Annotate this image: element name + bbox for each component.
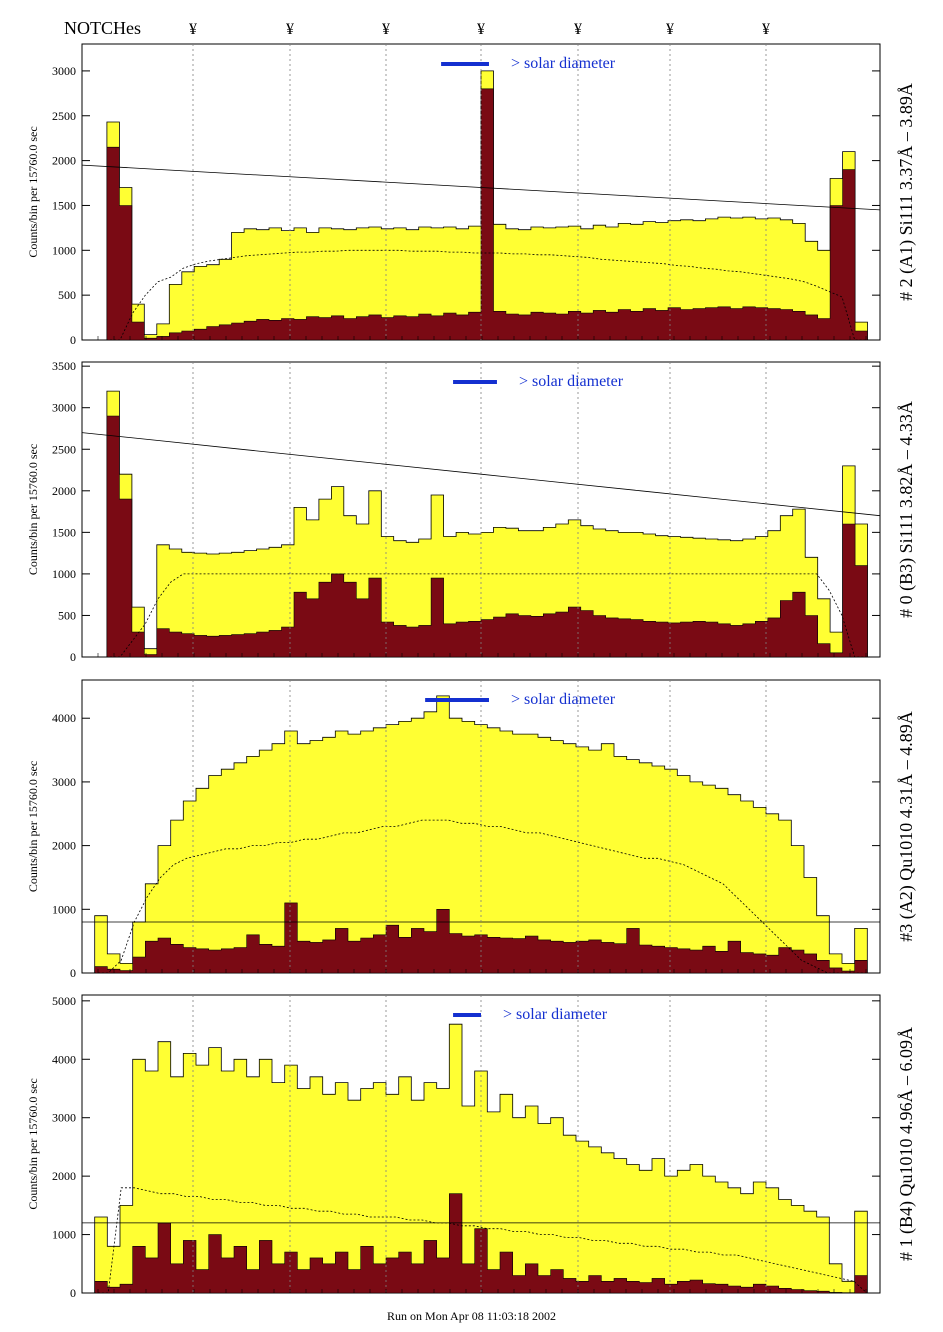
notch-symbol-1: ¥ <box>189 21 197 38</box>
series-trend-line-1 <box>81 164 881 211</box>
solar-diameter-label-3: > solar diameter <box>511 691 616 708</box>
series-model-dotted-4 <box>82 1187 880 1294</box>
y-tick-label-1-2: 500 <box>58 288 76 302</box>
y-axis-label-3: Counts/bin per 15760.0 sec <box>26 761 40 892</box>
y-axis-label-2: Counts/bin per 15760.0 sec <box>26 444 40 575</box>
notches-label: NOTCHes <box>64 18 141 38</box>
panel-label-4: # 1 (B4) Qu1010 4.96Å – 6.09Å <box>896 1027 917 1261</box>
series-model-dotted-1 <box>82 249 880 341</box>
y-tick-label-2-7: 3000 <box>52 401 76 415</box>
y-tick-label-4-2: 1000 <box>52 1228 76 1242</box>
panel-label-1: # 2 (A1) Si111 3.37Å – 3.89Å <box>896 83 917 301</box>
y-tick-label-2-8: 3500 <box>52 359 76 373</box>
solar-diameter-label-1: > solar diameter <box>511 55 616 72</box>
notch-symbol-5: ¥ <box>574 21 582 38</box>
panel-label-3: #3 (A2) Qu1010 4.31Å – 4.89Å <box>896 711 917 941</box>
y-tick-label-1-5: 2000 <box>52 154 76 168</box>
y-tick-label-3-3: 2000 <box>52 839 76 853</box>
y-tick-label-2-5: 2000 <box>52 484 76 498</box>
y-axis-label-1: Counts/bin per 15760.0 sec <box>26 126 40 257</box>
solar-diameter-label-4: > solar diameter <box>503 1006 608 1023</box>
y-tick-label-2-1: 0 <box>70 650 76 664</box>
y-tick-label-3-2: 1000 <box>52 902 76 916</box>
series-low-counts-4 <box>82 1193 880 1294</box>
y-tick-label-2-2: 500 <box>58 608 76 622</box>
y-tick-label-1-1: 0 <box>70 333 76 347</box>
panel-label-2: # 0 (B3) Si111 3.82Å – 4.33Å <box>896 401 917 618</box>
series-total-counts-3 <box>82 695 880 974</box>
y-tick-label-1-7: 3000 <box>52 64 76 78</box>
y-tick-label-4-6: 5000 <box>52 994 76 1008</box>
series-model-dotted-3 <box>82 819 880 974</box>
y-tick-label-3-4: 3000 <box>52 775 76 789</box>
notch-symbol-7: ¥ <box>762 21 770 38</box>
y-tick-label-4-4: 3000 <box>52 1111 76 1125</box>
y-tick-label-3-5: 4000 <box>52 711 76 725</box>
notch-symbol-3: ¥ <box>382 21 390 38</box>
notch-symbol-2: ¥ <box>286 21 294 38</box>
notch-symbol-6: ¥ <box>666 21 674 38</box>
series-low-counts-3 <box>82 902 880 974</box>
y-tick-label-2-4: 1500 <box>52 525 76 539</box>
series-trend-line-2 <box>81 432 881 517</box>
series-low-counts-2 <box>82 415 880 658</box>
y-axis-label-4: Counts/bin per 15760.0 sec <box>26 1078 40 1209</box>
y-tick-label-1-3: 1000 <box>52 243 76 257</box>
y-tick-label-4-1: 0 <box>70 1286 76 1300</box>
y-tick-label-4-5: 4000 <box>52 1052 76 1066</box>
y-tick-label-2-6: 2500 <box>52 442 76 456</box>
y-tick-label-4-3: 2000 <box>52 1169 76 1183</box>
run-timestamp: Run on Mon Apr 08 11:03:18 2002 <box>387 1309 556 1323</box>
notch-symbol-4: ¥ <box>477 21 485 38</box>
series-total-counts-4 <box>82 1023 880 1294</box>
y-tick-label-3-1: 0 <box>70 966 76 980</box>
solar-diameter-label-2: > solar diameter <box>519 373 624 390</box>
y-tick-label-1-4: 1500 <box>52 198 76 212</box>
y-tick-label-1-6: 2500 <box>52 109 76 123</box>
y-tick-label-2-3: 1000 <box>52 567 76 581</box>
